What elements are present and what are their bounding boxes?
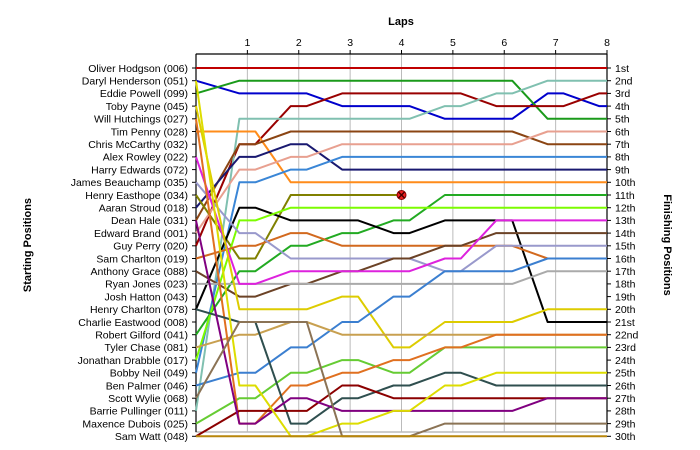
- starting-position-label: Charlie Eastwood (008): [78, 317, 188, 329]
- x-tick-label: 3: [347, 37, 353, 49]
- starting-position-label: Sam Charlton (019): [96, 253, 188, 265]
- finishing-position-label: 15th: [615, 241, 636, 253]
- x-tick-label: 2: [296, 37, 302, 49]
- starting-position-label: Bobby Neil (049): [110, 368, 188, 380]
- finishing-position-label: 7th: [615, 139, 630, 151]
- series-line-13: [195, 206, 607, 323]
- series-line-2: [195, 79, 607, 120]
- finishing-position-label: 12th: [615, 203, 636, 215]
- starting-position-label: Will Hutchings (027): [94, 114, 188, 126]
- series-line-11: [195, 194, 402, 260]
- series-line-19: [195, 156, 607, 285]
- series-line-7: [195, 130, 607, 221]
- finishing-position-label: 16th: [615, 253, 636, 265]
- finishing-position-label: 8th: [615, 152, 630, 164]
- finishing-position-label: 13th: [615, 215, 636, 227]
- marker-cross: [398, 191, 405, 199]
- finishing-position-label: 9th: [615, 164, 630, 176]
- finishing-position-label: 14th: [615, 228, 636, 240]
- starting-position-label: Eddie Powell (099): [100, 88, 188, 100]
- finishing-position-label: 23rd: [615, 342, 636, 354]
- series-line-8: [195, 143, 607, 209]
- left-axis-title: Starting Positions: [22, 198, 34, 292]
- series-line-14: [195, 206, 607, 361]
- finishing-position-label: 10th: [615, 177, 636, 189]
- starting-position-label: Henry Charlton (078): [90, 304, 188, 316]
- starting-position-label: Scott Wylie (068): [108, 393, 188, 405]
- series-line-5: [195, 79, 607, 412]
- starting-position-label: Jonathan Drabble (017): [78, 355, 188, 367]
- finishing-position-label: 29th: [615, 418, 636, 430]
- starting-position-label: Henry Easthope (034): [85, 190, 188, 202]
- starting-position-label: Tyler Chase (081): [105, 342, 188, 354]
- finishing-position-label: 11th: [615, 190, 635, 202]
- series-line-18: [196, 270, 607, 285]
- x-tick-label: 5: [450, 37, 456, 49]
- starting-position-label: Harry Edwards (072): [91, 164, 188, 176]
- x-axis-title: Laps: [388, 16, 414, 28]
- finishing-position-label: 26th: [615, 380, 636, 392]
- x-tick-label: 6: [501, 37, 507, 49]
- starting-position-label: Guy Perry (020): [113, 241, 188, 253]
- finishing-position-label: 19th: [615, 291, 636, 303]
- series-line-12: [195, 194, 607, 336]
- starting-position-label: Barrie Pullinger (011): [90, 406, 188, 418]
- series-line-4: [195, 92, 607, 247]
- starting-position-label: Aaran Stroud (018): [99, 203, 188, 215]
- starting-position-label: Dean Hale (031): [111, 215, 188, 227]
- series-line-21: [195, 257, 607, 387]
- starting-position-label: Alex Rowley (022): [103, 152, 188, 164]
- finishing-position-label: 21st: [615, 317, 635, 329]
- x-tick-label: 4: [399, 37, 405, 49]
- series-line-24: [195, 118, 607, 425]
- starting-position-label: Ben Palmer (046): [106, 380, 188, 392]
- starting-position-label: Daryl Henderson (051): [82, 76, 188, 88]
- finishing-position-label: 17th: [615, 266, 636, 278]
- finishing-position-label: 4th: [615, 101, 630, 113]
- series-line-9: [195, 155, 607, 374]
- starting-position-label: Josh Hatton (043): [105, 291, 188, 303]
- finishing-position-label: 2nd: [615, 76, 633, 88]
- finishing-position-label: 25th: [615, 368, 636, 380]
- series-line-23: [195, 346, 607, 425]
- finishing-position-label: 27th: [615, 393, 636, 405]
- right-axis-title: Finishing Positions: [661, 194, 673, 295]
- series-line-3: [195, 79, 607, 120]
- starting-position-label: Ryan Jones (023): [105, 279, 188, 291]
- finishing-position-label: 6th: [615, 126, 630, 138]
- finishing-position-label: 1st: [615, 63, 629, 75]
- starting-position-label: Chris McCarthy (032): [88, 139, 188, 151]
- starting-position-label: Robert Gilford (041): [95, 330, 188, 342]
- finishing-position-label: 28th: [615, 406, 636, 418]
- x-tick-label: 1: [244, 37, 250, 49]
- starting-position-label: Anthony Grace (088): [91, 266, 188, 278]
- series-line-28: [195, 80, 607, 438]
- starting-position-label: Maxence Dubois (025): [82, 418, 188, 430]
- x-tick-label: 8: [604, 37, 610, 49]
- finishing-position-label: 5th: [615, 114, 630, 126]
- starting-position-label: Oliver Hodgson (006): [88, 63, 188, 75]
- starting-position-label: Tim Penny (028): [111, 126, 188, 138]
- starting-position-label: Toby Payne (045): [106, 101, 188, 113]
- series-line-20: [195, 105, 607, 349]
- finishing-position-label: 18th: [615, 279, 636, 291]
- starting-position-label: Sam Watt (048): [115, 431, 188, 443]
- series-line-17: [195, 232, 607, 298]
- x-tick-label: 7: [553, 37, 559, 49]
- series-line-6: [196, 130, 607, 184]
- retirement-marker: [396, 190, 407, 200]
- series-line-25: [195, 308, 607, 425]
- finishing-position-label: 30th: [615, 431, 636, 443]
- finishing-position-label: 3rd: [615, 88, 630, 100]
- finishing-position-label: 20th: [615, 304, 636, 316]
- finishing-position-label: 24th: [615, 355, 636, 367]
- starting-position-label: Edward Brand (001): [94, 228, 188, 240]
- finishing-position-label: 22nd: [615, 330, 639, 342]
- starting-position-label: James Beauchamp (035): [71, 177, 188, 189]
- series-line-10: [195, 130, 607, 234]
